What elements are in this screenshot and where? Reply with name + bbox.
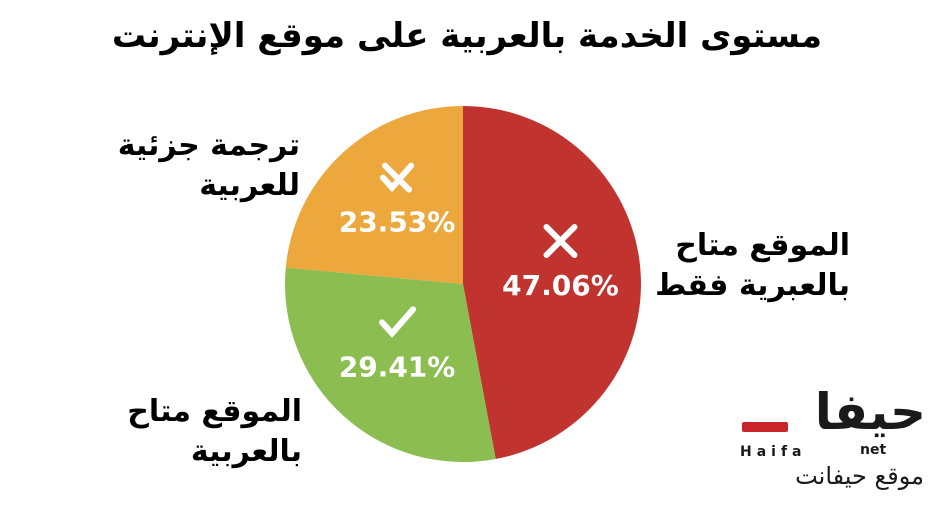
- pie-value-label-2: 23.53%: [339, 206, 456, 239]
- logo-latin: Haifa: [740, 444, 807, 460]
- logo-net: net: [860, 442, 887, 458]
- pie-slice-1: [285, 267, 496, 462]
- checkmark-icon: [379, 306, 417, 338]
- haifanet-logo: حيفا Haifa net موقع حيفانت: [730, 382, 930, 500]
- legend-hebrew-only-line-2: بالعبرية فقط: [655, 268, 850, 303]
- legend-hebrew-only: الموقع متاح بالعبرية فقط: [640, 226, 850, 306]
- legend-arabic-available-line-2: بالعربية: [190, 434, 302, 469]
- legend-partial-translation-line-1: ترجمة جزئية: [117, 128, 300, 163]
- legend-arabic-available: الموقع متاح بالعربية: [70, 392, 302, 472]
- pie-value-labels: 47.06% 29.41% 23.53%: [339, 162, 619, 383]
- pie-slice-2: [285, 106, 463, 284]
- legend-hebrew-only-line-1: الموقع متاح: [675, 228, 850, 263]
- logo-accent: [742, 422, 788, 432]
- pie-slice-0: [463, 106, 641, 459]
- logo-subtitle: موقع حيفانت: [795, 462, 924, 490]
- legend-partial-translation-line-2: للعربية: [199, 168, 300, 203]
- pie-slices: [285, 106, 641, 462]
- legend-arabic-available-line-1: الموقع متاح: [127, 394, 302, 429]
- logo-mark: حيفا: [814, 383, 928, 441]
- pie-value-label-0: 47.06%: [502, 269, 619, 302]
- x-mark-icon: [543, 223, 578, 258]
- partial-check-icon: [380, 162, 415, 193]
- pie-value-label-1: 29.41%: [339, 350, 456, 383]
- legend-partial-translation: ترجمة جزئية للعربية: [60, 126, 300, 206]
- chart-title: مستوى الخدمة بالعربية على موقع الإنترنت: [111, 16, 823, 56]
